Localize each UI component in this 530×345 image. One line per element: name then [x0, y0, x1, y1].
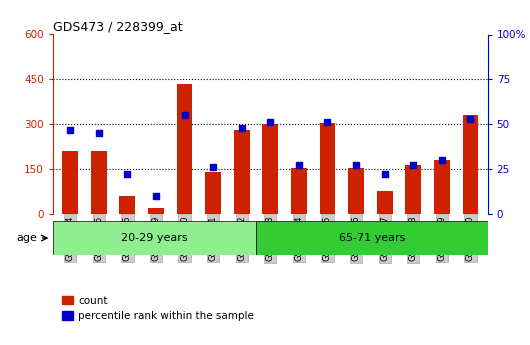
- Bar: [63, 151, 78, 214]
- Bar: [53, 221, 256, 255]
- Point: [438, 157, 446, 163]
- Bar: [91, 151, 107, 214]
- Bar: [234, 130, 250, 214]
- Point: [381, 172, 389, 177]
- Bar: [256, 221, 488, 255]
- Bar: [291, 168, 307, 214]
- Point: [323, 120, 332, 125]
- Text: GDS473 / 228399_at: GDS473 / 228399_at: [53, 20, 183, 33]
- Point: [352, 163, 360, 168]
- Bar: [405, 165, 421, 214]
- Bar: [119, 196, 135, 214]
- Bar: [377, 191, 393, 214]
- Point: [237, 125, 246, 130]
- Point: [209, 165, 217, 170]
- Bar: [262, 124, 278, 214]
- Text: age: age: [16, 233, 37, 243]
- Bar: [176, 84, 192, 214]
- Bar: [320, 123, 335, 214]
- Bar: [434, 160, 450, 214]
- Legend: count, percentile rank within the sample: count, percentile rank within the sample: [58, 292, 258, 325]
- Point: [266, 120, 275, 125]
- Point: [152, 193, 160, 199]
- Point: [295, 163, 303, 168]
- Text: 20-29 years: 20-29 years: [121, 233, 188, 243]
- Point: [94, 130, 103, 136]
- Point: [180, 112, 189, 118]
- Point: [66, 127, 74, 132]
- Bar: [205, 172, 221, 214]
- Bar: [148, 208, 164, 214]
- Bar: [348, 168, 364, 214]
- Point: [409, 163, 418, 168]
- Bar: [463, 115, 478, 214]
- Text: 65-71 years: 65-71 years: [339, 233, 405, 243]
- Point: [123, 172, 131, 177]
- Point: [466, 116, 475, 121]
